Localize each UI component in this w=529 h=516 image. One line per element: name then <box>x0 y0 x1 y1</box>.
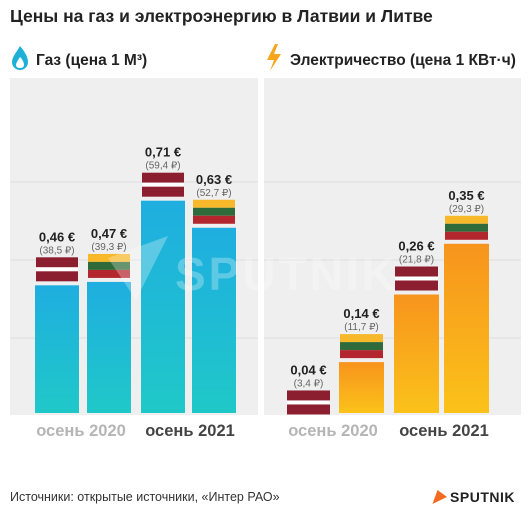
rub-label: (59,4 ₽) <box>145 161 180 172</box>
lithuania-flag-stripe <box>193 199 235 208</box>
bar-electricity-0: 0,04 €(3,4 ₽) <box>287 362 330 415</box>
latvia-flag-stripe <box>36 257 78 268</box>
latvia-flag-stripe <box>142 186 184 197</box>
value-label: 0,63 € <box>196 172 232 187</box>
latvia-flag-stripe <box>287 390 330 401</box>
bar-gas-2: 0,71 €(59,4 ₽) <box>141 145 185 413</box>
sputnik-logo-text: SPUTNIK <box>450 489 515 505</box>
value-label: 0,26 € <box>398 239 434 254</box>
lithuania-flag-stripe <box>340 342 383 351</box>
bar-body <box>444 243 489 413</box>
bar-body <box>141 200 185 413</box>
lithuania-flag-stripe <box>340 350 383 359</box>
lightning-icon <box>267 44 281 71</box>
rub-label: (21,8 ₽) <box>399 255 434 266</box>
bar-body <box>394 294 439 413</box>
lithuania-flag-stripe <box>445 215 488 224</box>
rub-label: (38,5 ₽) <box>39 245 74 256</box>
bar-body <box>339 362 384 413</box>
sputnik-logo: SPUTNIK <box>432 489 515 505</box>
value-label: 0,46 € <box>39 229 75 244</box>
gas-panel: Газ (цена 1 М³)0,46 €(38,5 ₽)0,47 €(39,3… <box>10 46 258 440</box>
electricity-panel-title: Электричество (цена 1 КВт·ч) <box>290 52 516 69</box>
rub-label: (29,3 ₽) <box>449 204 484 215</box>
lithuania-flag-stripe <box>340 334 383 343</box>
lithuania-flag-stripe <box>193 215 235 224</box>
flame-icon-inner <box>16 57 24 68</box>
watermark-icon <box>108 236 168 300</box>
lithuania-flag-stripe <box>88 253 130 262</box>
value-label: 0,14 € <box>343 306 379 321</box>
value-label: 0,47 € <box>91 226 127 241</box>
latvia-flag-stripe <box>395 280 438 291</box>
chart-title: Цены на газ и электроэнергию в Латвии и … <box>10 6 433 26</box>
bar-body <box>192 227 236 413</box>
bar-electricity-2: 0,26 €(21,8 ₽) <box>394 239 439 413</box>
bar-electricity-1: 0,14 €(11,7 ₽) <box>339 306 384 413</box>
gas-panel-title: Газ (цена 1 М³) <box>36 52 147 69</box>
latvia-flag-stripe <box>287 400 330 405</box>
flame-icon <box>12 46 28 70</box>
latvia-flag-stripe <box>36 267 78 272</box>
rub-label: (52,7 ₽) <box>196 188 231 199</box>
lithuania-flag-stripe <box>88 269 130 278</box>
rub-label: (39,3 ₽) <box>91 242 126 253</box>
sputnik-logo-icon <box>432 490 450 504</box>
latvia-flag-stripe <box>142 172 184 183</box>
watermark-text: SPUTNIK <box>175 248 398 300</box>
latvia-flag-stripe <box>287 404 330 415</box>
bar-gas-3: 0,63 €(52,7 ₽) <box>192 172 236 413</box>
group-label: осень 2020 <box>288 422 378 440</box>
electricity-panel: Электричество (цена 1 КВт·ч) 0,04 €(3,4 ₽… <box>264 44 521 440</box>
value-label: 0,35 € <box>448 188 484 203</box>
sources-note: Источники: открытые источники, «Интер РА… <box>10 490 280 504</box>
bar-body <box>35 285 79 413</box>
bar-gas-1: 0,47 €(39,3 ₽) <box>87 226 131 413</box>
bar-electricity-3: 0,35 €(29,3 ₽) <box>444 188 489 413</box>
lithuania-flag-stripe <box>193 207 235 216</box>
group-label: осень 2021 <box>399 422 489 440</box>
group-label: осень 2021 <box>145 422 235 440</box>
latvia-flag-stripe <box>142 182 184 187</box>
rub-label: (11,7 ₽) <box>344 322 379 333</box>
value-label: 0,71 € <box>145 145 181 160</box>
value-label: 0,04 € <box>290 362 326 377</box>
lithuania-flag-stripe <box>88 261 130 270</box>
lithuania-flag-stripe <box>445 223 488 232</box>
rub-label: (3,4 ₽) <box>294 378 324 389</box>
bar-gas-0: 0,46 €(38,5 ₽) <box>35 229 79 413</box>
lithuania-flag-stripe <box>445 231 488 240</box>
latvia-flag-stripe <box>36 271 78 282</box>
latvia-flag-stripe <box>395 266 438 277</box>
latvia-flag-stripe <box>395 276 438 281</box>
watermark: SPUTNIK <box>108 236 398 300</box>
group-label: осень 2020 <box>36 422 126 440</box>
bar-body <box>87 281 131 413</box>
